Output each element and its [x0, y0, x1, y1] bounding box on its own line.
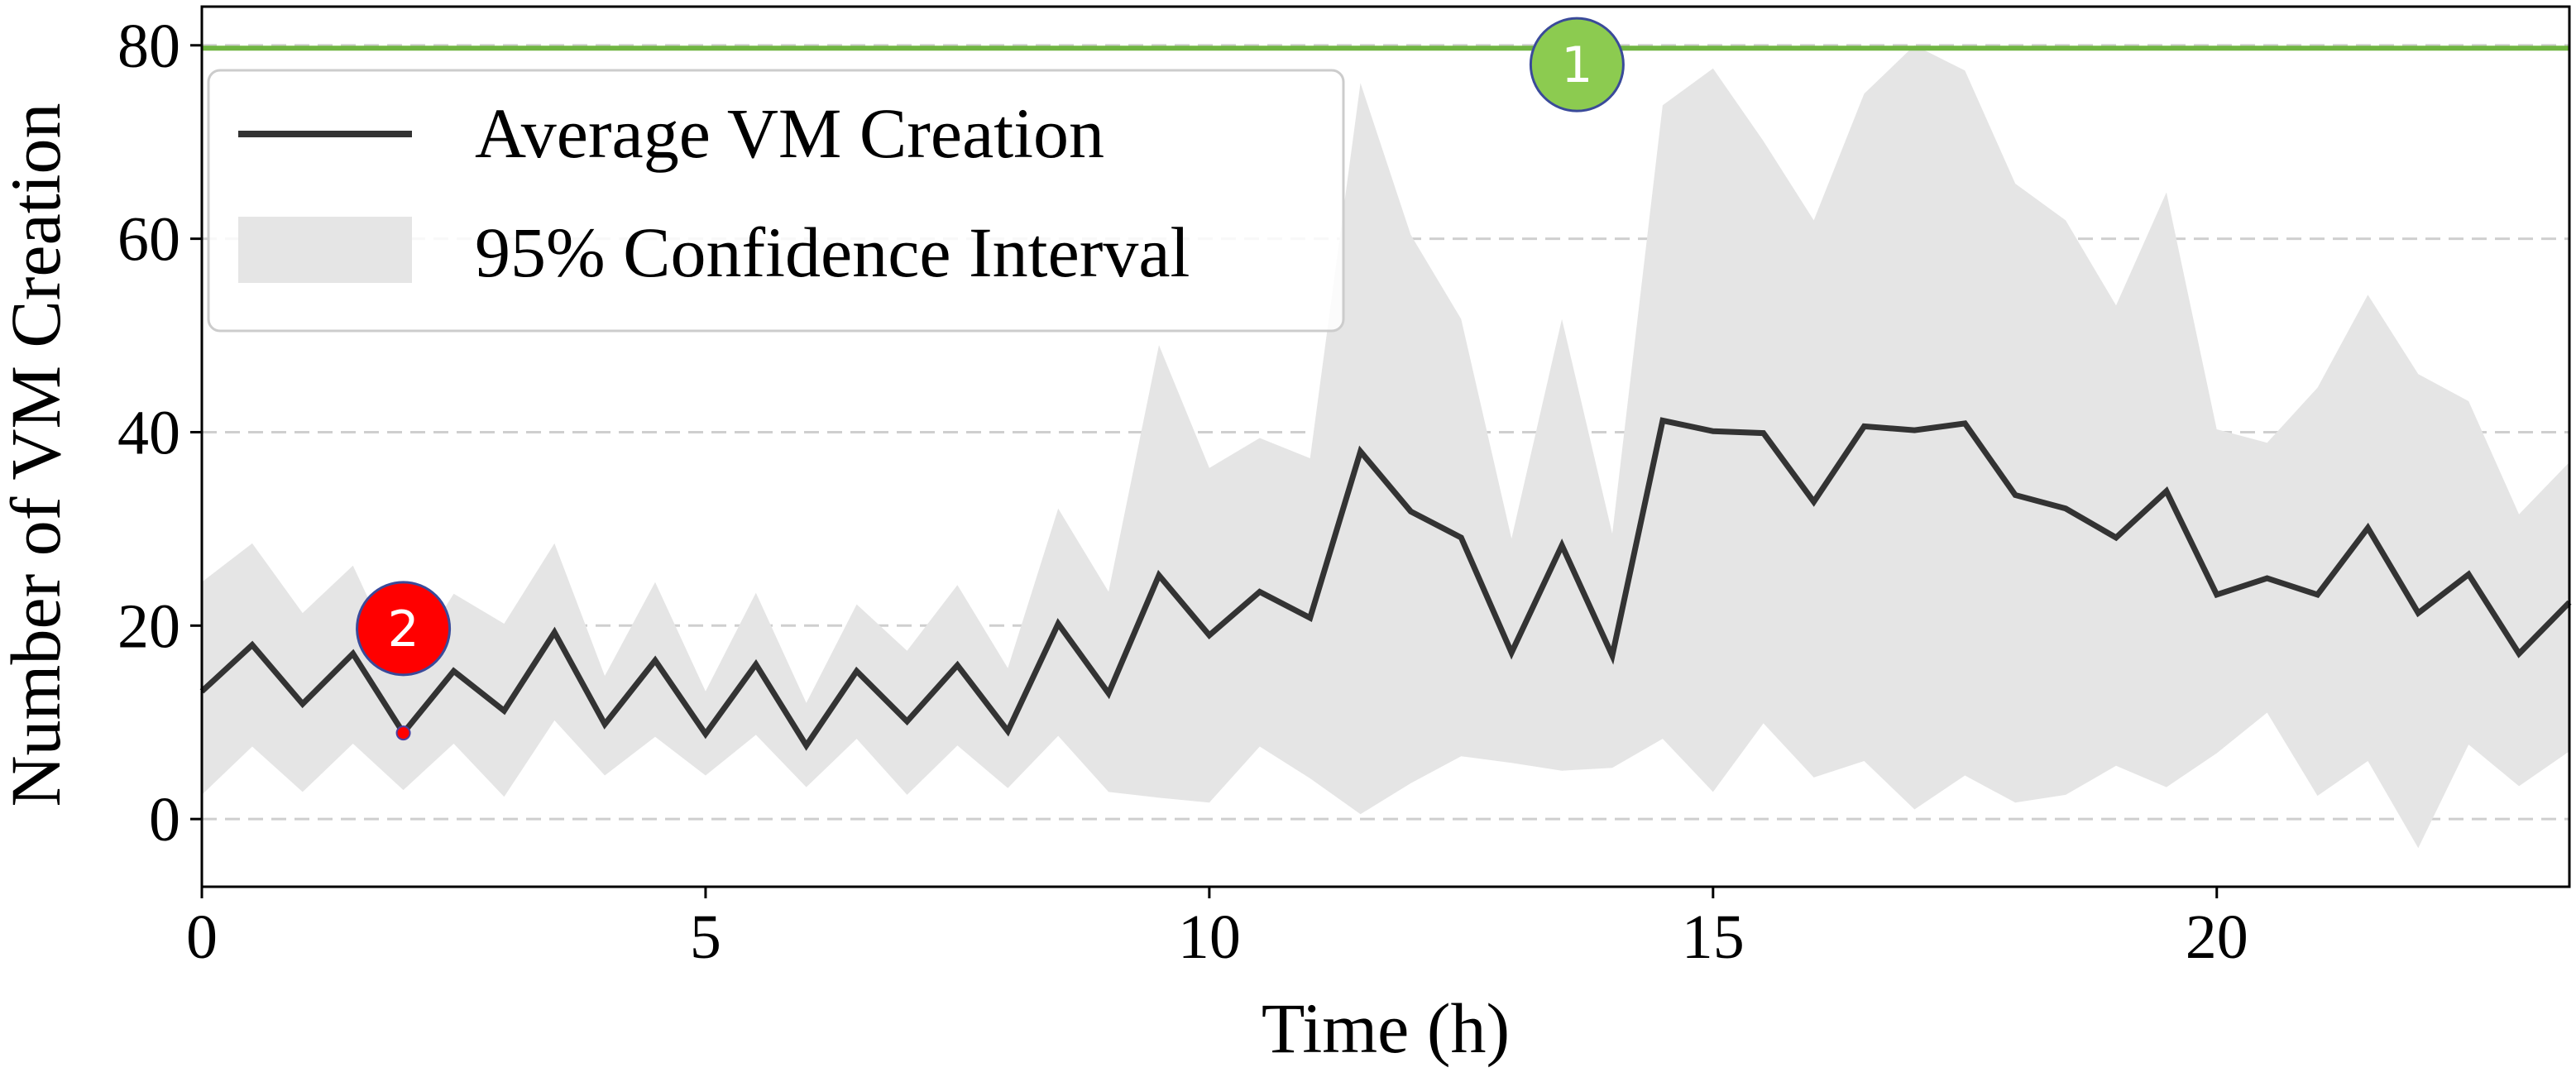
legend-box	[207, 69, 1345, 333]
legend-label-average: Average VM Creation	[475, 93, 1104, 173]
plot-frame	[200, 5, 2571, 888]
x-axis-title: Time (h)	[1262, 988, 1510, 1068]
legend: Average VM Creation 95% Confidence Inter…	[207, 69, 1345, 333]
y-tick-label-60: 60	[117, 205, 180, 275]
x-tick-label-20: 20	[2186, 902, 2248, 972]
marker-2-label: 2	[387, 601, 419, 658]
annotation-markers: 12	[356, 17, 1625, 741]
x-tick-label-0: 0	[186, 902, 218, 972]
legend-band-swatch	[238, 217, 412, 283]
average-vm-creation-line	[199, 417, 2572, 751]
y-tick-label-40: 40	[117, 398, 180, 467]
series-layer	[199, 417, 2572, 751]
y-axis: 0 20 40 60 80	[117, 12, 202, 854]
marker-2-point	[395, 725, 411, 741]
x-tick-label-10: 10	[1178, 902, 1241, 972]
x-tick-label-15: 15	[1682, 902, 1745, 972]
marker-1-label: 1	[1561, 36, 1592, 94]
marker-1-badge	[1529, 17, 1625, 112]
x-axis: 0 5 10 15 20	[186, 887, 2248, 972]
y-tick-label-0: 0	[149, 785, 180, 854]
marker-2-badge	[356, 581, 452, 677]
legend-label-confidence: 95% Confidence Interval	[475, 213, 1190, 292]
x-tick-label-5: 5	[690, 902, 721, 972]
y-tick-label-80: 80	[117, 12, 180, 81]
confidence-band-layer	[202, 45, 2569, 849]
y-axis-title: Number of VM Creation	[0, 103, 75, 807]
confidence-band	[202, 45, 2569, 849]
y-tick-label-20: 20	[117, 591, 180, 661]
